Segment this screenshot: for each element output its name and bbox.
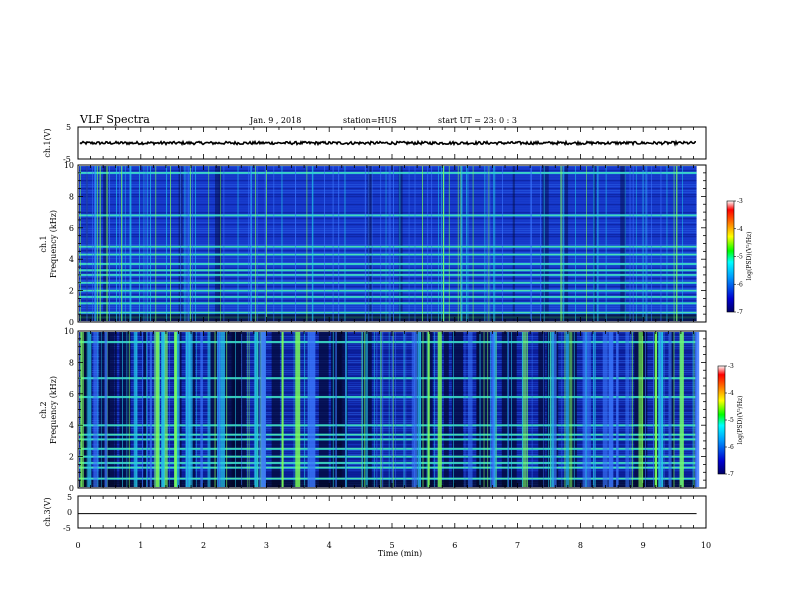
x-tick-label: 10 bbox=[701, 541, 711, 550]
colorbar-tick-label: -6 bbox=[728, 444, 734, 451]
x-axis-label: Time (min) bbox=[378, 549, 422, 558]
colorbar-tick-label: -7 bbox=[737, 309, 743, 316]
ch3-ytick-mid: 0 bbox=[67, 508, 72, 517]
date-label: Jan. 9 , 2018 bbox=[249, 116, 301, 125]
ch1-colorbar-label: log(PSD)(V²/Hz) bbox=[746, 232, 753, 281]
ch3-ylabel: ch.3(V) bbox=[43, 497, 52, 526]
y-tick-label: 0 bbox=[69, 484, 74, 493]
ch3-ytick-top: 5 bbox=[67, 493, 72, 502]
y-tick-label: 4 bbox=[69, 255, 74, 264]
ch3-waveform-panel: 5 0 -5 ch.3(V) 0 1 2 3 4 5 6 7 8 9 10 Time (min) bbox=[43, 493, 711, 558]
ch1-spec-ylabel-channel: ch.1 bbox=[39, 235, 48, 252]
ch2-spectrogram-image bbox=[78, 331, 706, 488]
colorbar-tick-label: -3 bbox=[737, 198, 743, 205]
ch1-ylabel: ch.1(V) bbox=[43, 128, 52, 157]
ch1-waveform-panel: 5 -5 ch.1(V) bbox=[43, 123, 707, 164]
x-tick-label: 2 bbox=[201, 541, 206, 550]
ch2-spectrogram-panel: 0 2 4 6 8 10 ch.2 Frequency (kHz) bbox=[39, 327, 707, 493]
y-tick-label: 6 bbox=[69, 224, 74, 233]
station-label: station=HUS bbox=[343, 116, 397, 125]
ch2-colorbar: -3 -4 -5 -6 -7 log(PSD)(V²/Hz) bbox=[717, 363, 744, 478]
ch1-ytick-bottom: -5 bbox=[63, 155, 71, 164]
x-tick-label: 3 bbox=[264, 541, 269, 550]
ch2-colorbar-bar bbox=[717, 365, 726, 475]
y-tick-label: 10 bbox=[64, 327, 74, 336]
ch2-spec-ylabel-frequency: Frequency (kHz) bbox=[49, 376, 58, 444]
ch3-ytick-bottom: -5 bbox=[63, 524, 71, 533]
x-tick-label: 6 bbox=[452, 541, 457, 550]
ch1-colorbar: -3 -4 -5 -6 -7 log(PSD)(V²/Hz) bbox=[726, 198, 753, 316]
ch1-ytick-top: 5 bbox=[66, 123, 71, 132]
ch1-waveform-trace bbox=[79, 139, 697, 147]
x-tick-label: 0 bbox=[75, 541, 80, 550]
y-tick-label: 2 bbox=[69, 453, 74, 462]
colorbar-tick-label: -5 bbox=[728, 417, 734, 424]
colorbar-tick-label: -7 bbox=[728, 471, 734, 478]
x-tick-label: 1 bbox=[138, 541, 143, 550]
x-tick-label: 8 bbox=[578, 541, 583, 550]
ch1-colorbar-bar bbox=[726, 200, 735, 313]
y-tick-label: 8 bbox=[69, 358, 74, 367]
ch2-colorbar-label: log(PSD)(V²/Hz) bbox=[737, 396, 744, 445]
start-time-label: start UT = 23: 0 : 3 bbox=[438, 116, 517, 125]
x-tick-label: 5 bbox=[389, 541, 394, 550]
y-tick-label: 8 bbox=[69, 192, 74, 201]
colorbar-tick-label: -4 bbox=[737, 226, 743, 233]
y-tick-label: 4 bbox=[69, 421, 74, 430]
ch1-spec-ylabel-frequency: Frequency (kHz) bbox=[49, 210, 58, 278]
ch1-spectrogram-panel: 0 2 4 6 8 10 ch.1 Frequency (kHz) bbox=[39, 161, 707, 327]
x-tick-label: 9 bbox=[641, 541, 646, 550]
y-tick-label: 0 bbox=[69, 318, 74, 327]
y-tick-label: 6 bbox=[69, 390, 74, 399]
colorbar-tick-label: -6 bbox=[737, 281, 743, 288]
colorbar-tick-label: -3 bbox=[728, 363, 734, 370]
y-tick-label: 2 bbox=[69, 287, 74, 296]
ch1-spectrogram-image bbox=[78, 165, 706, 322]
x-tick-label: 7 bbox=[515, 541, 520, 550]
figure-title: VLF Spectra bbox=[79, 113, 150, 126]
colorbar-tick-label: -5 bbox=[737, 254, 743, 261]
x-tick-label: 4 bbox=[327, 541, 332, 550]
colorbar-tick-label: -4 bbox=[728, 390, 734, 397]
ch2-spec-ylabel-channel: ch.2 bbox=[39, 401, 48, 418]
y-tick-label: 10 bbox=[64, 161, 74, 170]
